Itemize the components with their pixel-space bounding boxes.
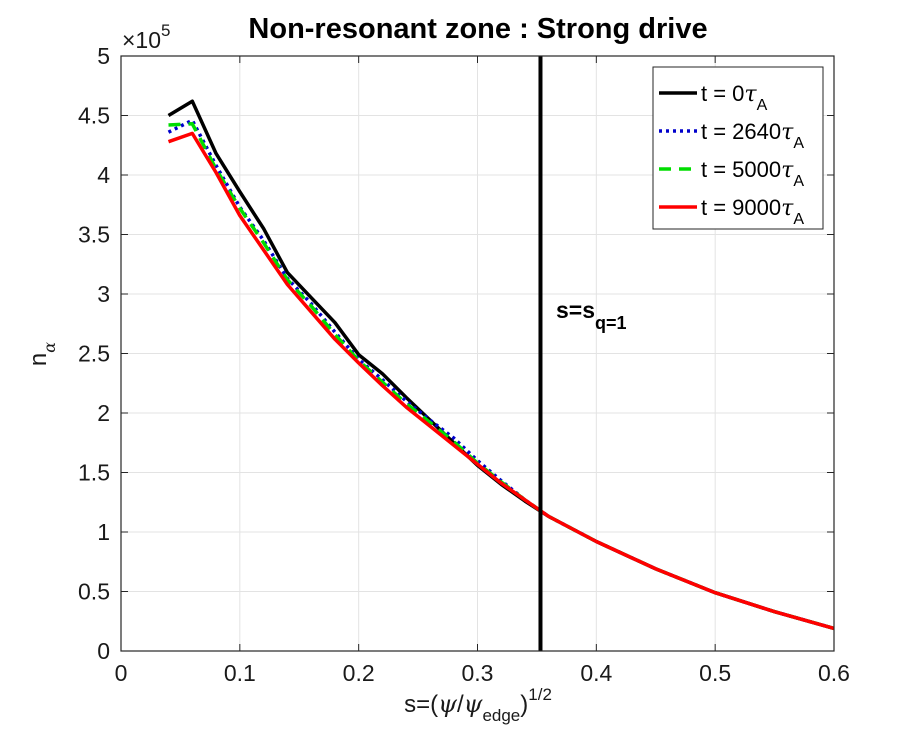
y-axis-label: nα xyxy=(25,342,59,366)
y-tick-label: 2 xyxy=(97,400,110,426)
legend-entry: t = 2640τA xyxy=(659,119,804,152)
legend-label-sub: A xyxy=(793,135,804,152)
y-label-sub: α xyxy=(40,342,59,353)
y-axis-exponent: ×105 xyxy=(122,21,170,53)
legend-label-name: t = 5000 xyxy=(701,157,781,182)
y-tick-label: 4.5 xyxy=(78,103,110,129)
x-tick-label: 0.2 xyxy=(343,660,375,686)
legend-label-name: t = 2640 xyxy=(701,119,781,144)
x-label-sub: edge xyxy=(482,706,520,725)
q1-annotation: s=sq=1 xyxy=(556,297,627,333)
legend-label-name: t = 0 xyxy=(701,81,744,106)
x-tick-label: 0.3 xyxy=(462,660,494,686)
y-tick-label: 3 xyxy=(97,281,110,307)
legend-entry: t = 0τA xyxy=(659,81,768,114)
y-tick-label: 4 xyxy=(97,162,110,188)
y-tick-label: 2.5 xyxy=(78,341,110,367)
y-tick-label: 1 xyxy=(97,519,110,545)
x-tick-label: 0.4 xyxy=(580,660,612,686)
legend-entry: t = 9000τA xyxy=(659,195,804,228)
x-tick-label: 0.6 xyxy=(818,660,850,686)
y-label-base: n xyxy=(25,353,52,366)
legend-label: t = 5000τA xyxy=(701,157,804,190)
y-tick-label: 5 xyxy=(97,43,110,69)
x-axis-label: s=(ψ/ψedge)1/2 xyxy=(404,685,552,725)
q1-annotation-sub: q=1 xyxy=(595,313,627,333)
legend-entry: t = 5000τA xyxy=(659,157,804,190)
x-label-psi: ψ xyxy=(438,690,458,718)
legend-label-sub: A xyxy=(793,211,804,228)
legend-label-tau: τ xyxy=(781,196,794,221)
legend-label-name: t = 9000 xyxy=(701,195,781,220)
x-label-psi-edge: ψ xyxy=(464,690,484,718)
y-tick-label: 3.5 xyxy=(78,222,110,248)
legend-label-sub: A xyxy=(793,173,804,190)
y-exponent-base: ×10 xyxy=(122,27,161,53)
q1-annotation-main: s=s xyxy=(556,297,595,323)
x-tick-label: 0.5 xyxy=(699,660,731,686)
series-line-3 xyxy=(167,131,834,631)
y-exponent-power: 5 xyxy=(161,21,170,40)
legend-label-tau: τ xyxy=(781,158,794,183)
legend-label-tau: τ xyxy=(781,120,794,145)
legend-label-tau: τ xyxy=(744,82,757,107)
legend: t = 0τA t = 2640τA t = 5000τA t = 9000τA xyxy=(652,66,824,230)
x-tick-label: 0 xyxy=(115,660,128,686)
series-group xyxy=(167,99,834,631)
legend-label: t = 0τA xyxy=(701,81,768,114)
x-label-close: ) xyxy=(520,691,528,718)
chart-title: Non-resonant zone : Strong drive xyxy=(248,13,707,45)
x-label-base: s=( xyxy=(404,691,438,718)
legend-label: t = 2640τA xyxy=(701,119,804,152)
axis-ticks: 0 0.1 0.2 0.3 0.4 0.5 0.6 0 0.5 1 1.5 2 2.5 3 3.5 4 4.5 5 xyxy=(78,43,850,686)
x-label-slash: / xyxy=(457,691,464,718)
x-label-sup: 1/2 xyxy=(528,685,552,704)
legend-label-sub: A xyxy=(757,97,768,114)
y-tick-label: 0.5 xyxy=(78,579,110,605)
x-tick-label: 0.1 xyxy=(224,660,256,686)
legend-label: t = 9000τA xyxy=(701,195,804,228)
y-tick-label: 0 xyxy=(97,638,110,664)
y-tick-label: 1.5 xyxy=(78,460,110,486)
